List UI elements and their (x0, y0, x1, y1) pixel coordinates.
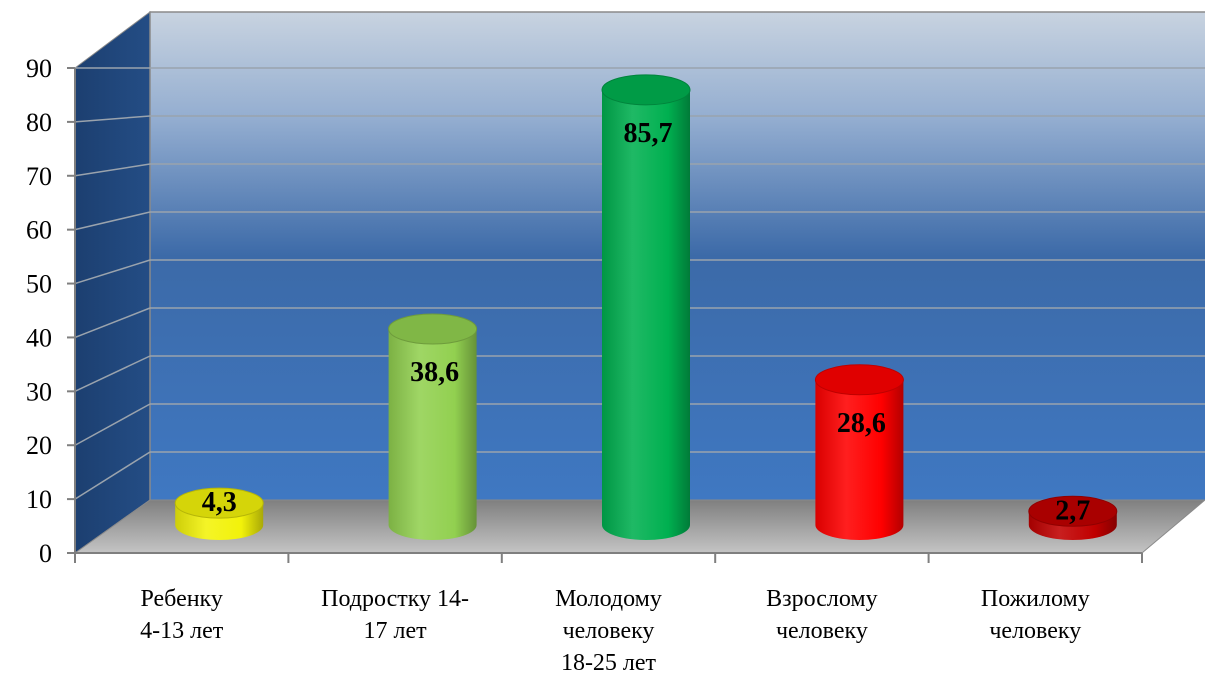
side-gridline (74, 163, 151, 177)
bar-top (1028, 495, 1118, 527)
bar (174, 487, 264, 540)
category-label-line: человеку (563, 618, 655, 644)
data-label: 38,6 (410, 357, 459, 388)
bars (174, 74, 1118, 540)
side-gridline (74, 307, 151, 339)
y-tick-label: 0 (39, 539, 52, 568)
back-wall-frame (149, 11, 1205, 500)
axes (74, 68, 1142, 554)
category-label: Подростку 14- 17 лет (321, 586, 469, 644)
bar-body (815, 379, 904, 540)
data-label: 2,7 (1055, 495, 1090, 526)
category-label-line: Молодому (555, 586, 662, 612)
category-label-line: 4-13 лет (140, 618, 224, 644)
bar (1028, 495, 1118, 540)
y-tick-label: 60 (26, 216, 52, 245)
y-tick-label: 70 (26, 162, 52, 191)
side-gridline (74, 115, 151, 123)
category-label: Взрослому человеку (766, 586, 877, 644)
category-label: Ребенку 4-13 лет (140, 586, 224, 644)
bar-top (814, 364, 904, 396)
y-axis-ticks: 0 10 20 30 40 50 60 70 80 90 (26, 54, 75, 568)
category-label-line: человеку (776, 618, 868, 644)
data-labels: 4,3 38,6 85,7 28,6 2,7 (202, 118, 1091, 526)
bar (814, 364, 904, 540)
category-label-line: 17 лет (364, 618, 428, 644)
y-tick-label: 50 (26, 270, 52, 299)
side-gridline (74, 259, 151, 285)
category-label-line: 18-25 лет (561, 650, 657, 676)
category-label-line: Пожилому (981, 586, 1090, 612)
side-gridline (74, 451, 151, 500)
category-labels: Ребенку 4-13 лет Подростку 14- 17 лет Молодо… (140, 586, 1090, 676)
data-label: 85,7 (624, 118, 673, 149)
bar-top (388, 313, 478, 345)
side-wall (74, 11, 151, 554)
side-gridline (74, 211, 151, 231)
x-axis-ticks (74, 553, 1143, 563)
side-gridline (74, 403, 151, 446)
y-tick-label: 40 (26, 323, 52, 352)
bar-top (601, 74, 691, 106)
category-label-line: Взрослому (766, 586, 877, 612)
side-gridline (74, 355, 151, 393)
data-label: 28,6 (837, 408, 886, 439)
category-label-line: Подростку 14- (321, 586, 469, 612)
category-label-line: человеку (989, 618, 1081, 644)
bar (601, 74, 691, 540)
bar-body (602, 89, 690, 540)
category-label: Пожилому человеку (981, 586, 1090, 644)
data-label: 4,3 (202, 487, 237, 518)
bar (388, 313, 478, 540)
category-label: Молодому человеку 18-25 лет (555, 586, 662, 676)
bar-body (388, 328, 477, 540)
y-tick-label: 80 (26, 108, 52, 137)
y-tick-label: 20 (26, 431, 52, 460)
category-label-line: Ребенку (140, 586, 222, 612)
y-tick-label: 90 (26, 54, 52, 83)
bar-top (174, 487, 264, 519)
y-tick-label: 30 (26, 377, 52, 406)
y-tick-label: 10 (26, 485, 52, 514)
